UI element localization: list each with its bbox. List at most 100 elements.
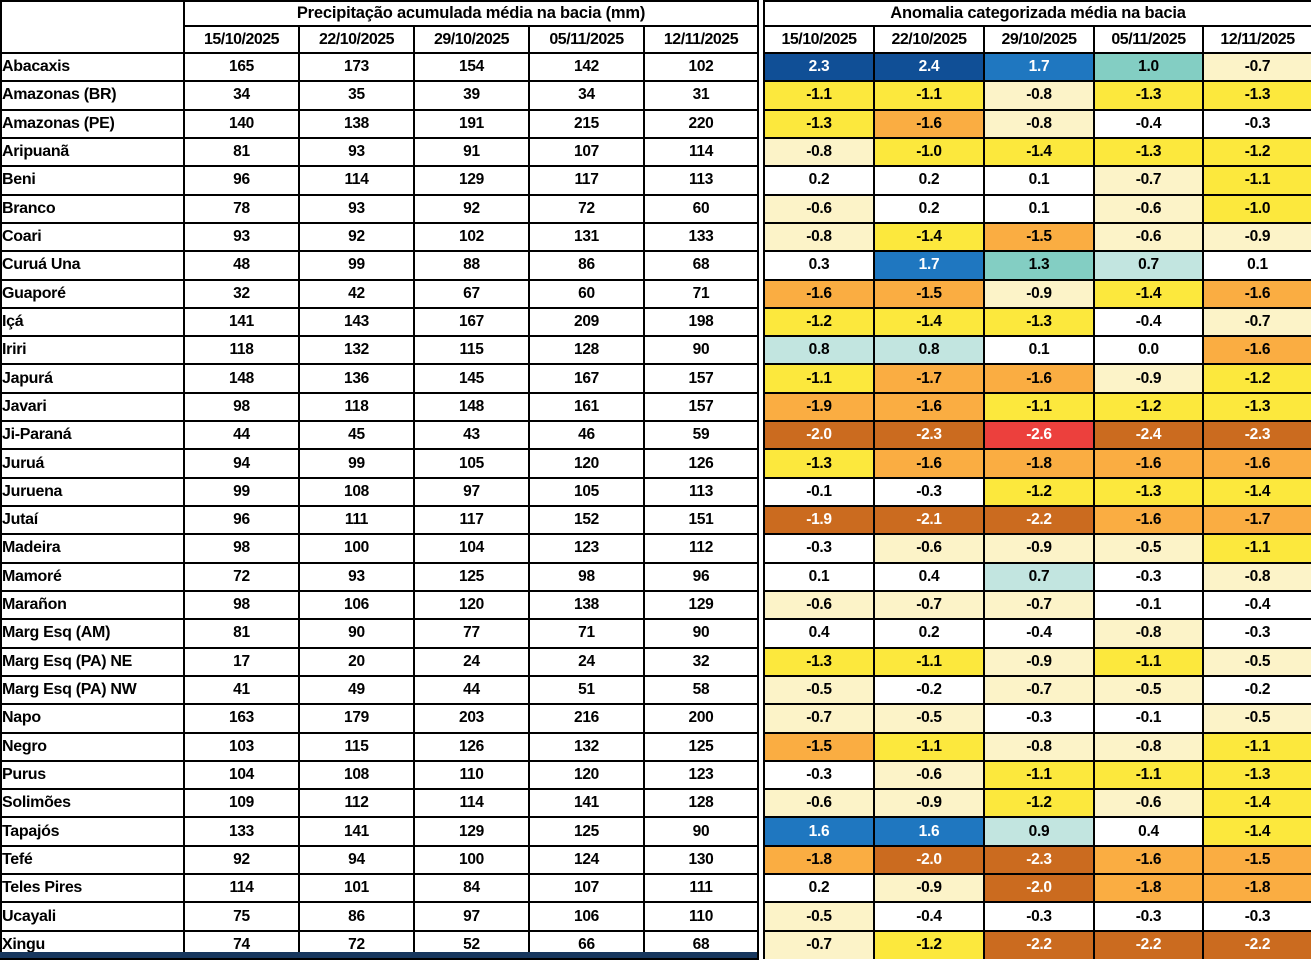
anomaly-value-cell: -0.6: [873, 759, 985, 791]
precipitation-value-cell: 98: [528, 561, 645, 592]
precipitation-value-cell: 39: [413, 80, 530, 111]
anomaly-value-cell: -0.7: [1202, 306, 1311, 338]
anomaly-row: 0.4 0.2 -0.4 -0.8 -0.3: [763, 618, 1311, 649]
anomaly-row: 1.6 1.6 0.9 0.4 -1.4: [763, 816, 1311, 847]
anomaly-value-cell: -0.7: [873, 589, 985, 621]
anomaly-value-cell: -0.3: [1202, 108, 1311, 139]
anomaly-value-cell: -0.5: [763, 674, 875, 706]
anomaly-value-cell: 0.4: [763, 618, 875, 649]
anomaly-value-cell: -0.8: [983, 80, 1095, 111]
precipitation-value-cell: 60: [528, 278, 645, 309]
precipitation-value-cell: 138: [298, 108, 415, 139]
anomaly-value-cell: -0.9: [983, 646, 1095, 677]
anomaly-value-cell: -1.8: [1093, 873, 1204, 904]
date-column-header: 05/11/2025: [528, 25, 645, 54]
anomaly-value-cell: -1.1: [1202, 731, 1311, 762]
precipitation-value-cell: 104: [413, 533, 530, 564]
anomaly-value-cell: -1.3: [763, 448, 875, 479]
anomaly-value-cell: -0.8: [1202, 561, 1311, 592]
anomaly-row: -1.9 -1.6 -1.1 -1.2 -1.3: [763, 391, 1311, 423]
precipitation-value-cell: 140: [183, 108, 300, 139]
anomaly-row: -0.3 -0.6 -1.1 -1.1 -1.3: [763, 759, 1311, 791]
precipitation-row: Ji-Paraná 44 45 43 46 59: [0, 420, 760, 451]
precipitation-value-cell: 45: [298, 420, 415, 451]
basin-label: Marañon: [0, 589, 185, 621]
basin-label: Guaporé: [0, 278, 185, 309]
anomaly-value-cell: 0.1: [763, 561, 875, 592]
precipitation-value-cell: 151: [642, 504, 760, 536]
precipitation-value-cell: 115: [298, 731, 415, 762]
anomaly-value-cell: -0.6: [873, 533, 985, 564]
date-column-header: 22/10/2025: [298, 25, 415, 54]
anomaly-value-cell: -1.6: [983, 363, 1095, 394]
date-column-header: 05/11/2025: [1093, 25, 1204, 54]
precipitation-value-cell: 98: [183, 589, 300, 621]
date-column-header: 29/10/2025: [983, 25, 1095, 54]
anomaly-value-cell: 0.1: [983, 335, 1095, 366]
anomaly-value-cell: 0.3: [763, 250, 875, 281]
basin-label: Jutaí: [0, 504, 185, 536]
anomaly-value-cell: -0.5: [1202, 646, 1311, 677]
precipitation-value-cell: 20: [298, 646, 415, 677]
precipitation-value-cell: 59: [642, 420, 760, 451]
anomaly-value-cell: -0.3: [983, 901, 1095, 932]
precipitation-row: Marañon 98 106 120 138 129: [0, 589, 760, 621]
basin-label: Mamoré: [0, 561, 185, 592]
corner-spacer-cell: [0, 0, 185, 54]
precipitation-value-cell: 200: [642, 703, 760, 734]
anomaly-row: -0.1 -0.3 -1.2 -1.3 -1.4: [763, 476, 1311, 508]
anomaly-value-cell: -2.0: [873, 844, 985, 876]
precipitation-value-cell: 143: [298, 306, 415, 338]
precipitation-value-cell: 161: [528, 391, 645, 423]
basin-label: Tefé: [0, 844, 185, 876]
anomaly-value-cell: -0.7: [983, 589, 1095, 621]
precipitation-row: Marg Esq (PA) NE 17 20 24 24 32: [0, 646, 760, 677]
precipitation-value-cell: 154: [413, 51, 530, 83]
anomaly-value-cell: -1.6: [873, 448, 985, 479]
precipitation-value-cell: 120: [413, 589, 530, 621]
anomaly-value-cell: -2.2: [983, 504, 1095, 536]
anomaly-value-cell: 1.3: [983, 250, 1095, 281]
precipitation-value-cell: 92: [298, 221, 415, 253]
precipitation-value-cell: 100: [413, 844, 530, 876]
precipitation-value-cell: 114: [642, 136, 760, 168]
anomaly-row: 0.2 -0.9 -2.0 -1.8 -1.8: [763, 873, 1311, 904]
anomaly-row: 0.3 1.7 1.3 0.7 0.1: [763, 250, 1311, 281]
anomaly-value-cell: -0.3: [983, 703, 1095, 734]
date-column-header: 29/10/2025: [413, 25, 530, 54]
anomaly-value-cell: -1.6: [1202, 335, 1311, 366]
precipitation-value-cell: 99: [298, 448, 415, 479]
precipitation-value-cell: 110: [642, 901, 760, 932]
anomaly-row: -1.3 -1.1 -0.9 -1.1 -0.5: [763, 646, 1311, 677]
precipitation-value-cell: 86: [298, 901, 415, 932]
anomaly-value-cell: -1.3: [1093, 80, 1204, 111]
anomaly-row: -1.8 -2.0 -2.3 -1.6 -1.5: [763, 844, 1311, 876]
anomaly-value-cell: -0.5: [1093, 674, 1204, 706]
precipitation-value-cell: 81: [183, 618, 300, 649]
anomaly-value-cell: -1.1: [873, 646, 985, 677]
precipitation-value-cell: 94: [298, 844, 415, 876]
precipitation-row: Tapajós 133 141 129 125 90: [0, 816, 760, 847]
anomaly-value-cell: -1.1: [1093, 759, 1204, 791]
precipitation-value-cell: 120: [528, 759, 645, 791]
precipitation-value-cell: 96: [183, 504, 300, 536]
precipitation-value-cell: 96: [183, 165, 300, 196]
date-column-header: 12/11/2025: [1202, 25, 1311, 54]
anomaly-value-cell: -0.6: [763, 788, 875, 819]
precipitation-value-cell: 114: [298, 165, 415, 196]
precipitation-value-cell: 131: [528, 221, 645, 253]
precipitation-value-cell: 142: [528, 51, 645, 83]
anomaly-value-cell: -0.3: [873, 476, 985, 508]
precipitation-row: Tefé 92 94 100 124 130: [0, 844, 760, 876]
anomaly-value-cell: -1.0: [873, 136, 985, 168]
precipitation-value-cell: 67: [413, 278, 530, 309]
anomaly-value-cell: -0.9: [873, 788, 985, 819]
precipitation-value-cell: 118: [298, 391, 415, 423]
precipitation-value-cell: 72: [528, 193, 645, 224]
precipitation-value-cell: 125: [413, 561, 530, 592]
precipitation-row: Içá 141 143 167 209 198: [0, 306, 760, 338]
basin-label: Iriri: [0, 335, 185, 366]
precipitation-value-cell: 44: [413, 674, 530, 706]
precipitation-value-cell: 128: [642, 788, 760, 819]
precipitation-value-cell: 17: [183, 646, 300, 677]
